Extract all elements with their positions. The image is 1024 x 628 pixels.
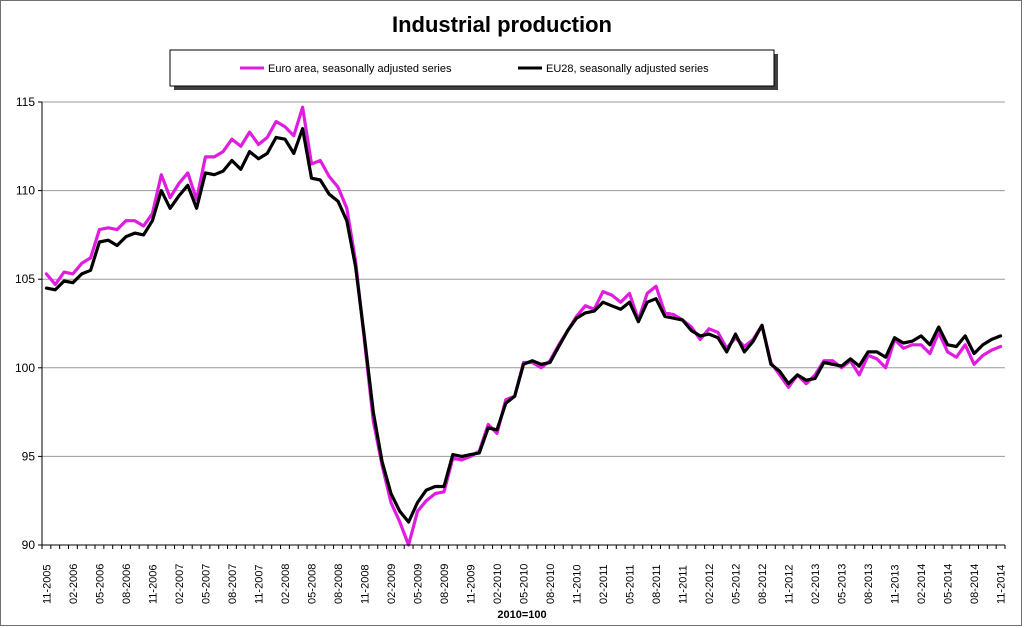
x-tick-label: 05-2011 <box>625 564 637 604</box>
legend-box <box>169 49 775 87</box>
x-tick-label: 08-2011 <box>651 564 663 604</box>
x-tick-label: 05-2008 <box>306 564 318 604</box>
x-tick-label: 11-2014 <box>996 564 1008 604</box>
x-tick-label: 08-2006 <box>121 564 133 604</box>
x-axis-label: 2010=100 <box>497 609 546 621</box>
y-tick-label: 115 <box>16 95 35 109</box>
x-tick-label: 11-2008 <box>359 564 371 604</box>
series-line-eu28 <box>44 127 1003 524</box>
x-tick-label: 08-2007 <box>227 564 239 604</box>
legend-label-euro-area: Euro area, seasonally adjusted series <box>268 63 452 75</box>
x-tick-label: 02-2009 <box>386 564 398 604</box>
x-tick-label: 11-2007 <box>253 564 265 604</box>
x-tick-label: 08-2012 <box>757 564 769 604</box>
gridlines <box>42 101 1005 457</box>
x-tick-label: 02-2012 <box>704 564 716 604</box>
x-tick-label: 11-2010 <box>572 564 584 604</box>
y-tick-label: 100 <box>15 361 35 375</box>
x-tick-label: 02-2007 <box>174 564 186 604</box>
x-tick-label: 05-2013 <box>837 564 849 604</box>
x-tick-label: 02-2014 <box>916 564 928 604</box>
y-tick-label: 90 <box>22 538 36 552</box>
x-tick-label: 11-2005 <box>41 564 53 604</box>
axes <box>41 102 1005 546</box>
x-tick-label: 05-2009 <box>412 564 424 604</box>
y-tick-label: 95 <box>22 449 36 463</box>
y-tick-label: 110 <box>16 184 35 198</box>
legend-label-eu28: EU28, seasonally adjusted series <box>546 63 709 75</box>
x-tick-label: 08-2014 <box>969 564 981 604</box>
series-line-euro-area <box>44 105 1003 547</box>
x-tick-label: 02-2010 <box>492 564 504 604</box>
x-tick-label: 05-2006 <box>94 564 106 604</box>
series-layer <box>44 105 1003 547</box>
x-tick-label: 11-2011 <box>678 565 690 604</box>
x-tick-label: 02-2006 <box>68 564 80 604</box>
x-tick-label: 05-2007 <box>200 564 212 604</box>
x-tick-label: 05-2010 <box>519 564 531 604</box>
x-tick-label: 11-2009 <box>465 564 477 604</box>
x-tick-label: 08-2008 <box>333 564 345 604</box>
x-tick-label: 02-2011 <box>598 564 610 604</box>
x-tick-label: 02-2013 <box>810 564 822 604</box>
x-tick-label: 11-2012 <box>784 564 796 604</box>
x-tick-label: 08-2010 <box>545 564 557 604</box>
x-tick-label: 11-2013 <box>890 564 902 604</box>
x-tick-label: 05-2014 <box>943 564 955 604</box>
x-axis-ticks: 11-2005 02-2006 05-2006 08-2006 11-2006 02-20… <box>41 545 1008 604</box>
x-tick-label: 08-2009 <box>439 564 451 604</box>
y-tick-label: 105 <box>15 272 35 286</box>
x-tick-label: 08-2013 <box>863 564 875 604</box>
legend: Euro area, seasonally adjusted series EU… <box>169 49 778 90</box>
chart-title: Industrial production <box>392 12 612 37</box>
y-axis-ticks: 90 95 100 105 110 115 <box>15 95 42 552</box>
x-tick-label: 11-2006 <box>147 564 159 604</box>
x-tick-label: 02-2008 <box>280 564 292 604</box>
x-tick-label: 05-2012 <box>731 564 743 604</box>
